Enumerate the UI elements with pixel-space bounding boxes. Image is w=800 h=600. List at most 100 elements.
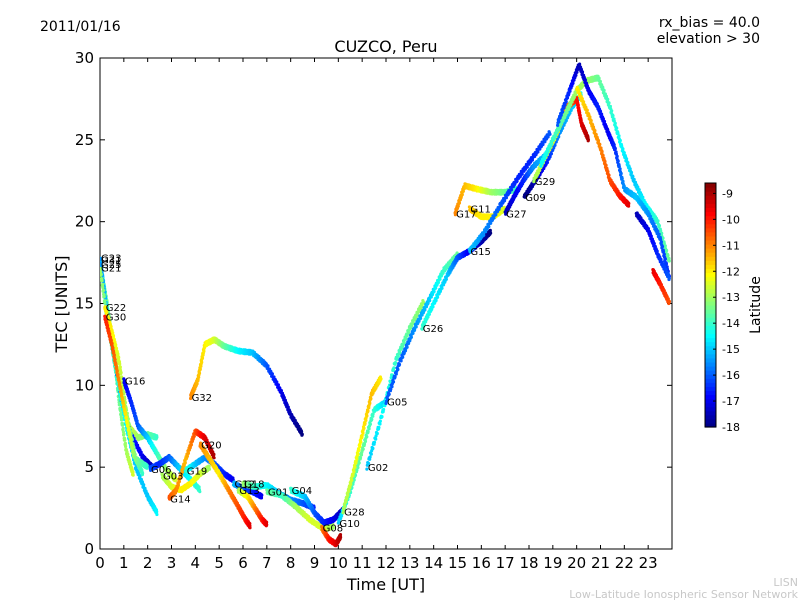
- data-point: [114, 346, 119, 350]
- data-point: [197, 371, 202, 375]
- data-point: [361, 431, 365, 435]
- x-tick-label: 16: [472, 554, 491, 572]
- data-point: [101, 285, 105, 290]
- data-point: [350, 478, 354, 482]
- data-point: [358, 456, 363, 460]
- data-point: [494, 213, 498, 217]
- data-point: [409, 335, 413, 339]
- data-point: [378, 422, 382, 426]
- data-point: [259, 496, 264, 500]
- data-point: [266, 364, 270, 368]
- data-point: [134, 456, 138, 460]
- data-point: [399, 359, 403, 363]
- data-point: [100, 279, 104, 283]
- data-point: [174, 489, 179, 493]
- data-point: [352, 470, 356, 474]
- data-point: [207, 467, 211, 471]
- data-point: [130, 401, 134, 405]
- data-point: [119, 371, 123, 375]
- data-point: [405, 345, 409, 349]
- data-point: [103, 299, 107, 303]
- data-point: [396, 367, 400, 372]
- data-point: [286, 405, 290, 409]
- data-point: [372, 440, 377, 444]
- data-point: [124, 415, 128, 419]
- data-point: [431, 305, 435, 309]
- data-point: [106, 327, 110, 331]
- x-tick-label: 20: [567, 554, 586, 572]
- data-point: [361, 447, 365, 451]
- data-point: [111, 334, 116, 338]
- data-point: [108, 332, 112, 336]
- data-point: [397, 362, 402, 367]
- data-point: [121, 385, 125, 390]
- data-point: [176, 483, 180, 487]
- data-point: [131, 470, 135, 474]
- series-G32: [189, 336, 304, 437]
- data-point: [155, 510, 159, 514]
- data-point: [208, 444, 212, 448]
- data-point: [379, 377, 383, 381]
- data-point: [102, 295, 106, 299]
- data-point: [174, 477, 178, 481]
- data-point: [123, 438, 127, 442]
- data-point: [402, 341, 406, 345]
- data-point: [142, 483, 146, 487]
- x-tick-label: 3: [167, 554, 177, 572]
- data-point: [117, 355, 121, 359]
- data-point: [136, 443, 140, 447]
- data-point: [362, 426, 366, 430]
- data-point: [121, 423, 125, 427]
- data-point: [198, 490, 202, 494]
- data-point: [356, 465, 360, 470]
- data-point: [129, 463, 133, 467]
- elevation-label: elevation > 30: [657, 31, 760, 47]
- data-point: [198, 367, 202, 371]
- data-point: [135, 419, 139, 423]
- x-tick-label: 1: [119, 554, 129, 572]
- data-point: [197, 485, 201, 489]
- data-point: [393, 375, 397, 379]
- x-tick-label: 10: [329, 554, 348, 572]
- data-point: [117, 376, 121, 380]
- data-point: [300, 432, 304, 436]
- series-G26: [420, 228, 493, 331]
- data-point: [375, 431, 379, 436]
- data-point: [120, 392, 124, 396]
- data-point: [353, 465, 357, 469]
- data-point: [100, 272, 103, 276]
- x-tick-label: 12: [376, 554, 395, 572]
- y-tick-label: 15: [75, 295, 94, 313]
- data-point: [113, 357, 117, 361]
- data-point: [432, 289, 436, 294]
- data-point: [145, 466, 149, 470]
- data-point: [155, 512, 159, 517]
- data-point: [119, 411, 123, 415]
- data-point: [122, 403, 126, 407]
- data-point: [124, 444, 128, 449]
- data-point: [125, 387, 129, 391]
- data-point: [248, 526, 252, 530]
- data-point: [129, 437, 133, 441]
- data-point: [368, 422, 372, 426]
- data-point: [365, 414, 369, 418]
- x-tick-label: 8: [286, 554, 296, 572]
- data-point: [111, 346, 115, 350]
- x-tick-label: 19: [543, 554, 562, 572]
- data-point: [349, 482, 353, 486]
- data-point: [141, 471, 145, 475]
- data-point: [100, 266, 102, 271]
- data-point: [132, 409, 136, 413]
- data-point: [344, 500, 348, 504]
- data-point: [127, 430, 131, 435]
- x-tick-label: 13: [400, 554, 419, 572]
- data-point: [489, 231, 493, 235]
- data-point: [103, 315, 107, 319]
- data-point: [370, 417, 374, 421]
- data-point: [180, 470, 184, 474]
- data-point: [122, 432, 126, 436]
- y-tick-label: 25: [75, 131, 94, 149]
- data-point: [482, 233, 486, 237]
- data-point: [131, 404, 135, 408]
